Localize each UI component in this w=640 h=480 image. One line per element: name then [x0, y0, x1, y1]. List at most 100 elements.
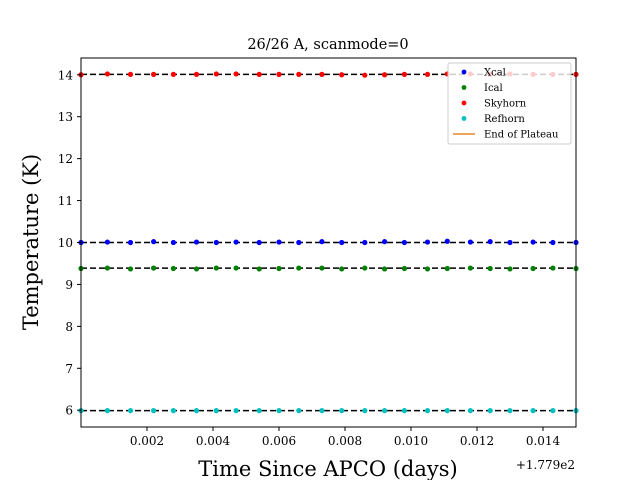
x-tick-label: 0.004 [196, 434, 231, 448]
data-point-xcal [487, 239, 493, 245]
y-tick-label: 14 [58, 68, 74, 82]
data-point-skyhorn [401, 71, 407, 77]
data-point-xcal [382, 239, 388, 245]
data-point-xcal [550, 239, 556, 246]
data-point-xcal [296, 239, 302, 246]
chart-title: 26/26 A, scanmode=0 [247, 37, 408, 53]
data-point-refhorn [550, 408, 556, 414]
legend-label-skyhorn: Skyhorn [484, 99, 527, 110]
legend-box [447, 62, 572, 145]
data-point-refhorn [507, 408, 513, 414]
x-tick-label: 0.002 [130, 434, 164, 448]
data-point-skyhorn [382, 72, 388, 78]
data-point-xcal [104, 239, 110, 245]
data-point-xcal [530, 239, 536, 245]
data-point-refhorn [424, 408, 431, 414]
data-point-refhorn [319, 408, 325, 414]
y-axis-label: Temperature (K) [19, 154, 43, 330]
x-axis: 0.002 0.004 0.006 0.008 0.010 0.012 0.014 [130, 427, 561, 448]
x-tick-label: 0.012 [460, 434, 494, 448]
data-point-refhorn [170, 408, 176, 414]
data-point-refhorn [530, 408, 536, 414]
data-point-ical [487, 265, 493, 272]
data-point-ical [339, 266, 345, 272]
data-point-skyhorn [256, 71, 262, 77]
y-tick-label: 6 [65, 404, 73, 418]
x-tick-label: 0.008 [328, 434, 362, 448]
data-point-refhorn [151, 408, 157, 414]
data-point-skyhorn [213, 71, 219, 77]
data-point-ical [382, 266, 388, 272]
data-point-skyhorn [104, 71, 110, 77]
x-tick-label: 0.014 [526, 434, 561, 448]
data-point-ical [550, 265, 556, 271]
data-point-xcal [193, 239, 200, 245]
data-point-skyhorn [362, 72, 368, 78]
legend-marker-xcal [461, 69, 467, 75]
data-point-refhorn [401, 408, 407, 414]
legend: Xcal Ical Skyhorn Refhorn End of Plateau [447, 62, 572, 145]
legend-label-end-of-plateau: End of Plateau [484, 130, 559, 141]
data-point-xcal [362, 239, 368, 246]
data-point-skyhorn [424, 71, 431, 77]
data-point-ical [467, 265, 473, 271]
data-point-refhorn [213, 408, 219, 414]
data-point-ical [319, 265, 325, 271]
legend-label-ical: Ical [484, 83, 503, 94]
data-point-skyhorn [296, 71, 302, 77]
data-point-skyhorn [233, 71, 239, 77]
data-point-ical [127, 266, 134, 272]
series-refhorn [78, 408, 579, 414]
data-point-refhorn [127, 408, 134, 414]
data-point-xcal [319, 239, 325, 245]
legend-marker-ical [461, 85, 467, 90]
y-axis: 6 7 8 9 10 11 12 13 14 [58, 68, 81, 418]
data-point-xcal [233, 239, 239, 245]
data-point-xcal [127, 239, 134, 246]
data-point-refhorn [296, 408, 302, 414]
x-axis-offset-label: +1.779e2 [516, 458, 575, 472]
data-point-xcal [276, 239, 282, 245]
data-point-ical [530, 265, 536, 272]
data-point-skyhorn [339, 72, 345, 78]
data-point-ical [256, 266, 262, 272]
y-tick-label: 10 [58, 236, 73, 250]
legend-marker-refhorn [461, 116, 467, 121]
data-point-ical [193, 266, 200, 272]
data-point-ical [507, 266, 513, 272]
data-point-ical [424, 266, 431, 272]
data-point-refhorn [444, 408, 450, 414]
data-point-xcal [151, 239, 157, 245]
data-point-ical [296, 265, 302, 271]
x-tick-label: 0.006 [262, 434, 296, 448]
data-point-ical [151, 265, 157, 271]
data-point-refhorn [233, 408, 239, 414]
data-point-ical [233, 265, 239, 271]
data-point-ical [276, 265, 282, 272]
data-point-refhorn [104, 408, 110, 414]
data-point-refhorn [467, 408, 473, 414]
data-point-skyhorn [127, 71, 134, 77]
legend-marker-skyhorn [461, 100, 467, 106]
data-point-xcal [256, 239, 262, 246]
data-point-skyhorn [170, 71, 176, 77]
series-xcal [78, 238, 579, 246]
data-point-ical [401, 265, 407, 272]
y-tick-label: 8 [65, 320, 73, 334]
data-point-xcal [507, 239, 513, 246]
data-point-refhorn [256, 408, 262, 414]
data-point-refhorn [276, 408, 282, 414]
data-point-refhorn [487, 408, 493, 414]
series-ical [78, 265, 579, 272]
y-tick-label: 9 [65, 278, 73, 292]
data-point-ical [362, 265, 368, 271]
data-point-skyhorn [151, 71, 157, 77]
data-point-refhorn [362, 408, 368, 414]
data-point-xcal [401, 239, 407, 246]
data-point-xcal [444, 238, 450, 244]
data-point-ical [104, 265, 110, 271]
x-tick-label: 0.010 [394, 434, 428, 448]
data-point-xcal [213, 239, 219, 246]
data-point-refhorn [193, 408, 200, 414]
